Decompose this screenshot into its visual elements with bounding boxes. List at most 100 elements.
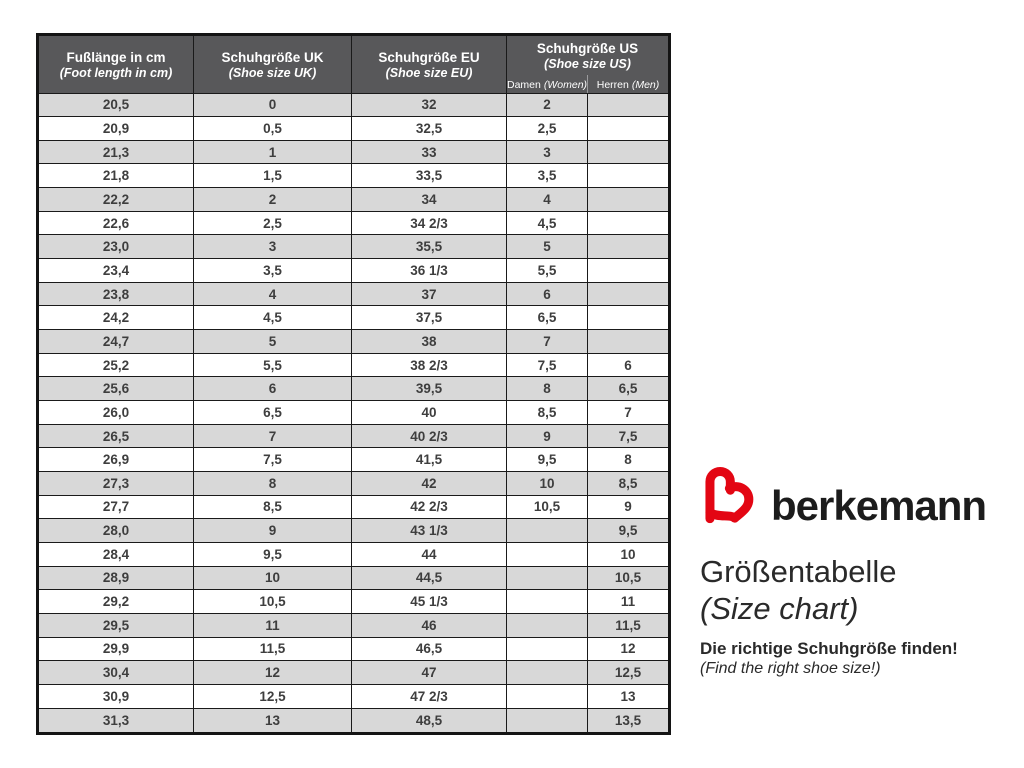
table-cell: 13 bbox=[586, 683, 671, 709]
table-cell: 29,5 bbox=[37, 612, 194, 638]
table-cell: 27,3 bbox=[37, 471, 194, 496]
table-cell: 3 bbox=[193, 234, 352, 260]
table-cell: 26,9 bbox=[37, 447, 194, 472]
table-cell: 3,5 bbox=[193, 258, 352, 283]
page-title-de: Größentabelle bbox=[700, 554, 897, 589]
table-cell: 12,5 bbox=[586, 660, 671, 685]
table-cell: 21,3 bbox=[37, 139, 194, 165]
table-row: 25,2 5,5 38 2/3 7,5 6 bbox=[37, 352, 671, 378]
table-cell: 12 bbox=[586, 636, 671, 662]
table-cell: 9 bbox=[506, 423, 588, 449]
table-cell: 26,0 bbox=[37, 400, 194, 425]
table-row: 21,3 1 33 3 bbox=[37, 139, 671, 165]
table-cell bbox=[586, 210, 671, 236]
table-cell: 1,5 bbox=[193, 163, 352, 189]
table-cell bbox=[506, 636, 588, 662]
table-cell: 4,5 bbox=[193, 305, 352, 331]
table-cell: 5 bbox=[193, 329, 352, 354]
table-cell: 41,5 bbox=[351, 447, 507, 472]
us-damen-label: Damen (Women) bbox=[507, 78, 588, 91]
table-cell: 33,5 bbox=[351, 163, 507, 189]
berkemann-logo-icon bbox=[700, 464, 755, 524]
table-cell: 29,9 bbox=[37, 636, 194, 662]
table-cell: 42 bbox=[351, 471, 507, 496]
table-cell: 40 bbox=[351, 400, 507, 425]
table-cell: 32,5 bbox=[351, 116, 507, 141]
table-cell: 10,5 bbox=[586, 565, 671, 591]
table-cell: 0 bbox=[193, 92, 352, 118]
table-row: 30,4 12 47 12,5 bbox=[37, 660, 671, 685]
table-cell: 2 bbox=[193, 187, 352, 212]
table-cell: 35,5 bbox=[351, 234, 507, 260]
subtitle-en: (Find the right shoe size!) bbox=[700, 660, 881, 678]
table-cell: 30,9 bbox=[37, 683, 194, 709]
col-header-us-herren: Herren (Men) bbox=[586, 74, 670, 94]
table-cell: 39,5 bbox=[351, 376, 507, 402]
table-cell: 25,2 bbox=[37, 352, 194, 378]
col-header-us-de: Schuhgröße US bbox=[536, 40, 639, 56]
table-cell bbox=[506, 518, 588, 543]
col-header-eu: Schuhgröße EU (Shoe size EU) bbox=[351, 34, 507, 93]
table-cell: 7 bbox=[193, 423, 352, 449]
table-cell: 43 1/3 bbox=[351, 518, 507, 543]
table-cell: 2,5 bbox=[193, 210, 352, 236]
table-row: 23,8 4 37 6 bbox=[37, 281, 671, 307]
table-cell: 10,5 bbox=[506, 494, 588, 520]
table-cell: 6,5 bbox=[506, 305, 588, 331]
table-cell: 2 bbox=[506, 92, 588, 118]
table-cell: 4 bbox=[193, 281, 352, 307]
table-cell: 37 bbox=[351, 281, 507, 307]
table-cell: 8,5 bbox=[506, 400, 588, 425]
table-cell bbox=[506, 541, 588, 567]
table-cell: 0,5 bbox=[193, 116, 352, 141]
table-cell bbox=[586, 258, 671, 283]
table-cell bbox=[586, 305, 671, 331]
table-cell: 3,5 bbox=[506, 163, 588, 189]
table-row: 20,5 0 32 2 bbox=[37, 92, 671, 118]
table-row: 23,0 3 35,5 5 bbox=[37, 234, 671, 260]
table-cell: 3 bbox=[506, 139, 588, 165]
table-cell: 36 1/3 bbox=[351, 258, 507, 283]
col-header-uk-de: Schuhgröße UK bbox=[221, 49, 324, 65]
table-cell: 38 2/3 bbox=[351, 352, 507, 378]
table-cell bbox=[506, 565, 588, 591]
table-row: 30,9 12,5 47 2/3 13 bbox=[37, 683, 671, 709]
page-title-en: (Size chart) bbox=[700, 591, 859, 627]
table-cell: 34 bbox=[351, 187, 507, 212]
table-cell: 6,5 bbox=[586, 376, 671, 402]
table-row: 27,7 8,5 42 2/3 10,5 9 bbox=[37, 494, 671, 520]
table-cell: 29,2 bbox=[37, 589, 194, 614]
table-cell: 23,0 bbox=[37, 234, 194, 260]
brand-name: berkemann bbox=[771, 482, 987, 529]
table-cell: 38 bbox=[351, 329, 507, 354]
table-cell: 11,5 bbox=[586, 612, 671, 638]
table-row: 29,5 11 46 11,5 bbox=[37, 612, 671, 638]
table-cell: 34 2/3 bbox=[351, 210, 507, 236]
table-cell: 7 bbox=[506, 329, 588, 354]
table-cell: 44,5 bbox=[351, 565, 507, 591]
table-cell: 28,4 bbox=[37, 541, 194, 567]
table-cell bbox=[586, 281, 671, 307]
table-cell: 11,5 bbox=[193, 636, 352, 662]
table-cell: 10 bbox=[586, 541, 671, 567]
table-cell: 5,5 bbox=[506, 258, 588, 283]
table-cell bbox=[506, 660, 588, 685]
table-cell bbox=[506, 589, 588, 614]
table-cell bbox=[586, 329, 671, 354]
table-cell: 22,2 bbox=[37, 187, 194, 212]
table-row: 21,8 1,5 33,5 3,5 bbox=[37, 163, 671, 189]
table-cell: 32 bbox=[351, 92, 507, 118]
table-row: 24,2 4,5 37,5 6,5 bbox=[37, 305, 671, 331]
col-header-uk: Schuhgröße UK (Shoe size UK) bbox=[193, 34, 352, 93]
table-row: 26,5 7 40 2/3 9 7,5 bbox=[37, 423, 671, 449]
table-cell bbox=[586, 116, 671, 141]
table-cell: 27,7 bbox=[37, 494, 194, 520]
col-header-foot-length-de: Fußlänge in cm bbox=[66, 49, 166, 65]
table-row: 31,3 13 48,5 13,5 bbox=[37, 707, 671, 735]
table-cell: 47 2/3 bbox=[351, 683, 507, 709]
table-cell: 1 bbox=[193, 139, 352, 165]
col-header-us: Schuhgröße US (Shoe size US) bbox=[505, 34, 671, 75]
table-row: 27,3 8 42 10 8,5 bbox=[37, 471, 671, 496]
table-cell: 45 1/3 bbox=[351, 589, 507, 614]
table-cell: 4,5 bbox=[506, 210, 588, 236]
